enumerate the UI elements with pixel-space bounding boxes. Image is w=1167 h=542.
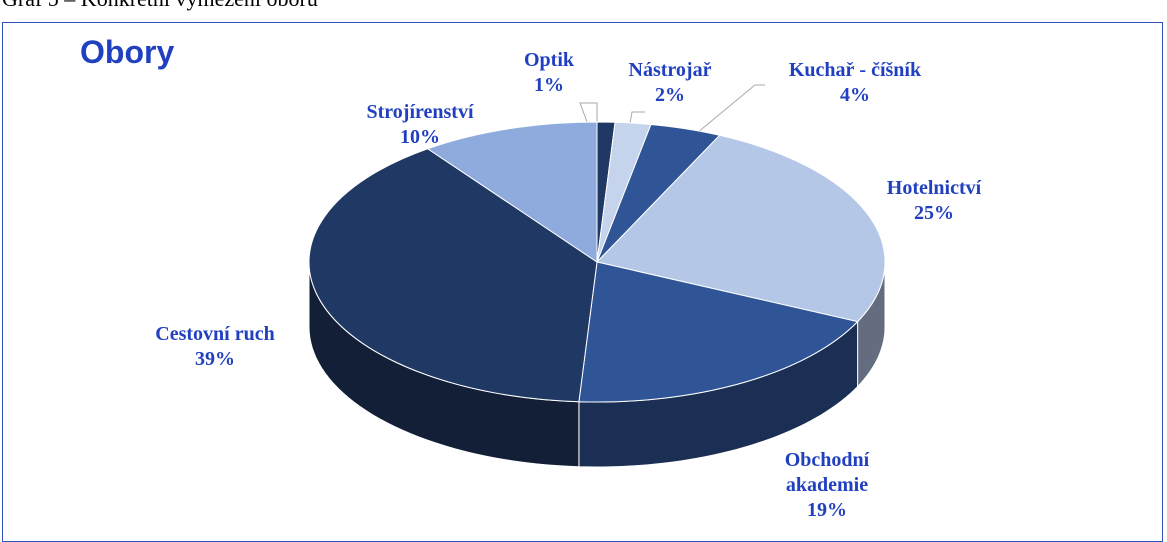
- label-name: Kuchař - číšník: [788, 59, 922, 81]
- label-value: 39%: [195, 348, 235, 370]
- label-name: Obchodní akademie: [784, 449, 870, 496]
- label-value: 25%: [914, 202, 954, 224]
- label-value: 4%: [840, 84, 870, 106]
- label-value: 10%: [400, 126, 440, 148]
- data-label: Obchodní akademie 19%: [767, 448, 887, 523]
- data-label: Nástrojař 2%: [610, 58, 730, 108]
- chart: [308, 84, 886, 468]
- label-name: Hotelnictví: [886, 177, 982, 199]
- label-value: 1%: [534, 74, 564, 96]
- slice: [426, 121, 598, 263]
- caption: Graf 5 – Konkrétní vymezení oborů: [2, 0, 318, 12]
- label-value: 19%: [807, 499, 847, 521]
- label-value: 2%: [655, 84, 685, 106]
- label-name: Nástrojař: [628, 59, 712, 81]
- slice: [596, 134, 886, 323]
- slice: [578, 261, 859, 403]
- data-label: Cestovní ruch 39%: [115, 322, 315, 372]
- label-name: Strojírenství: [366, 101, 474, 123]
- chart-title: Obory: [80, 34, 175, 70]
- data-label: Strojírenství 10%: [340, 100, 500, 150]
- slice: [308, 148, 598, 403]
- data-label: Hotelnictví 25%: [864, 176, 1004, 226]
- data-label: Kuchař - číšník 4%: [755, 58, 955, 108]
- data-label: Optik 1%: [509, 48, 589, 98]
- label-name: Optik: [523, 49, 575, 71]
- label-name: Cestovní ruch: [155, 323, 275, 345]
- leader-line: [679, 84, 765, 148]
